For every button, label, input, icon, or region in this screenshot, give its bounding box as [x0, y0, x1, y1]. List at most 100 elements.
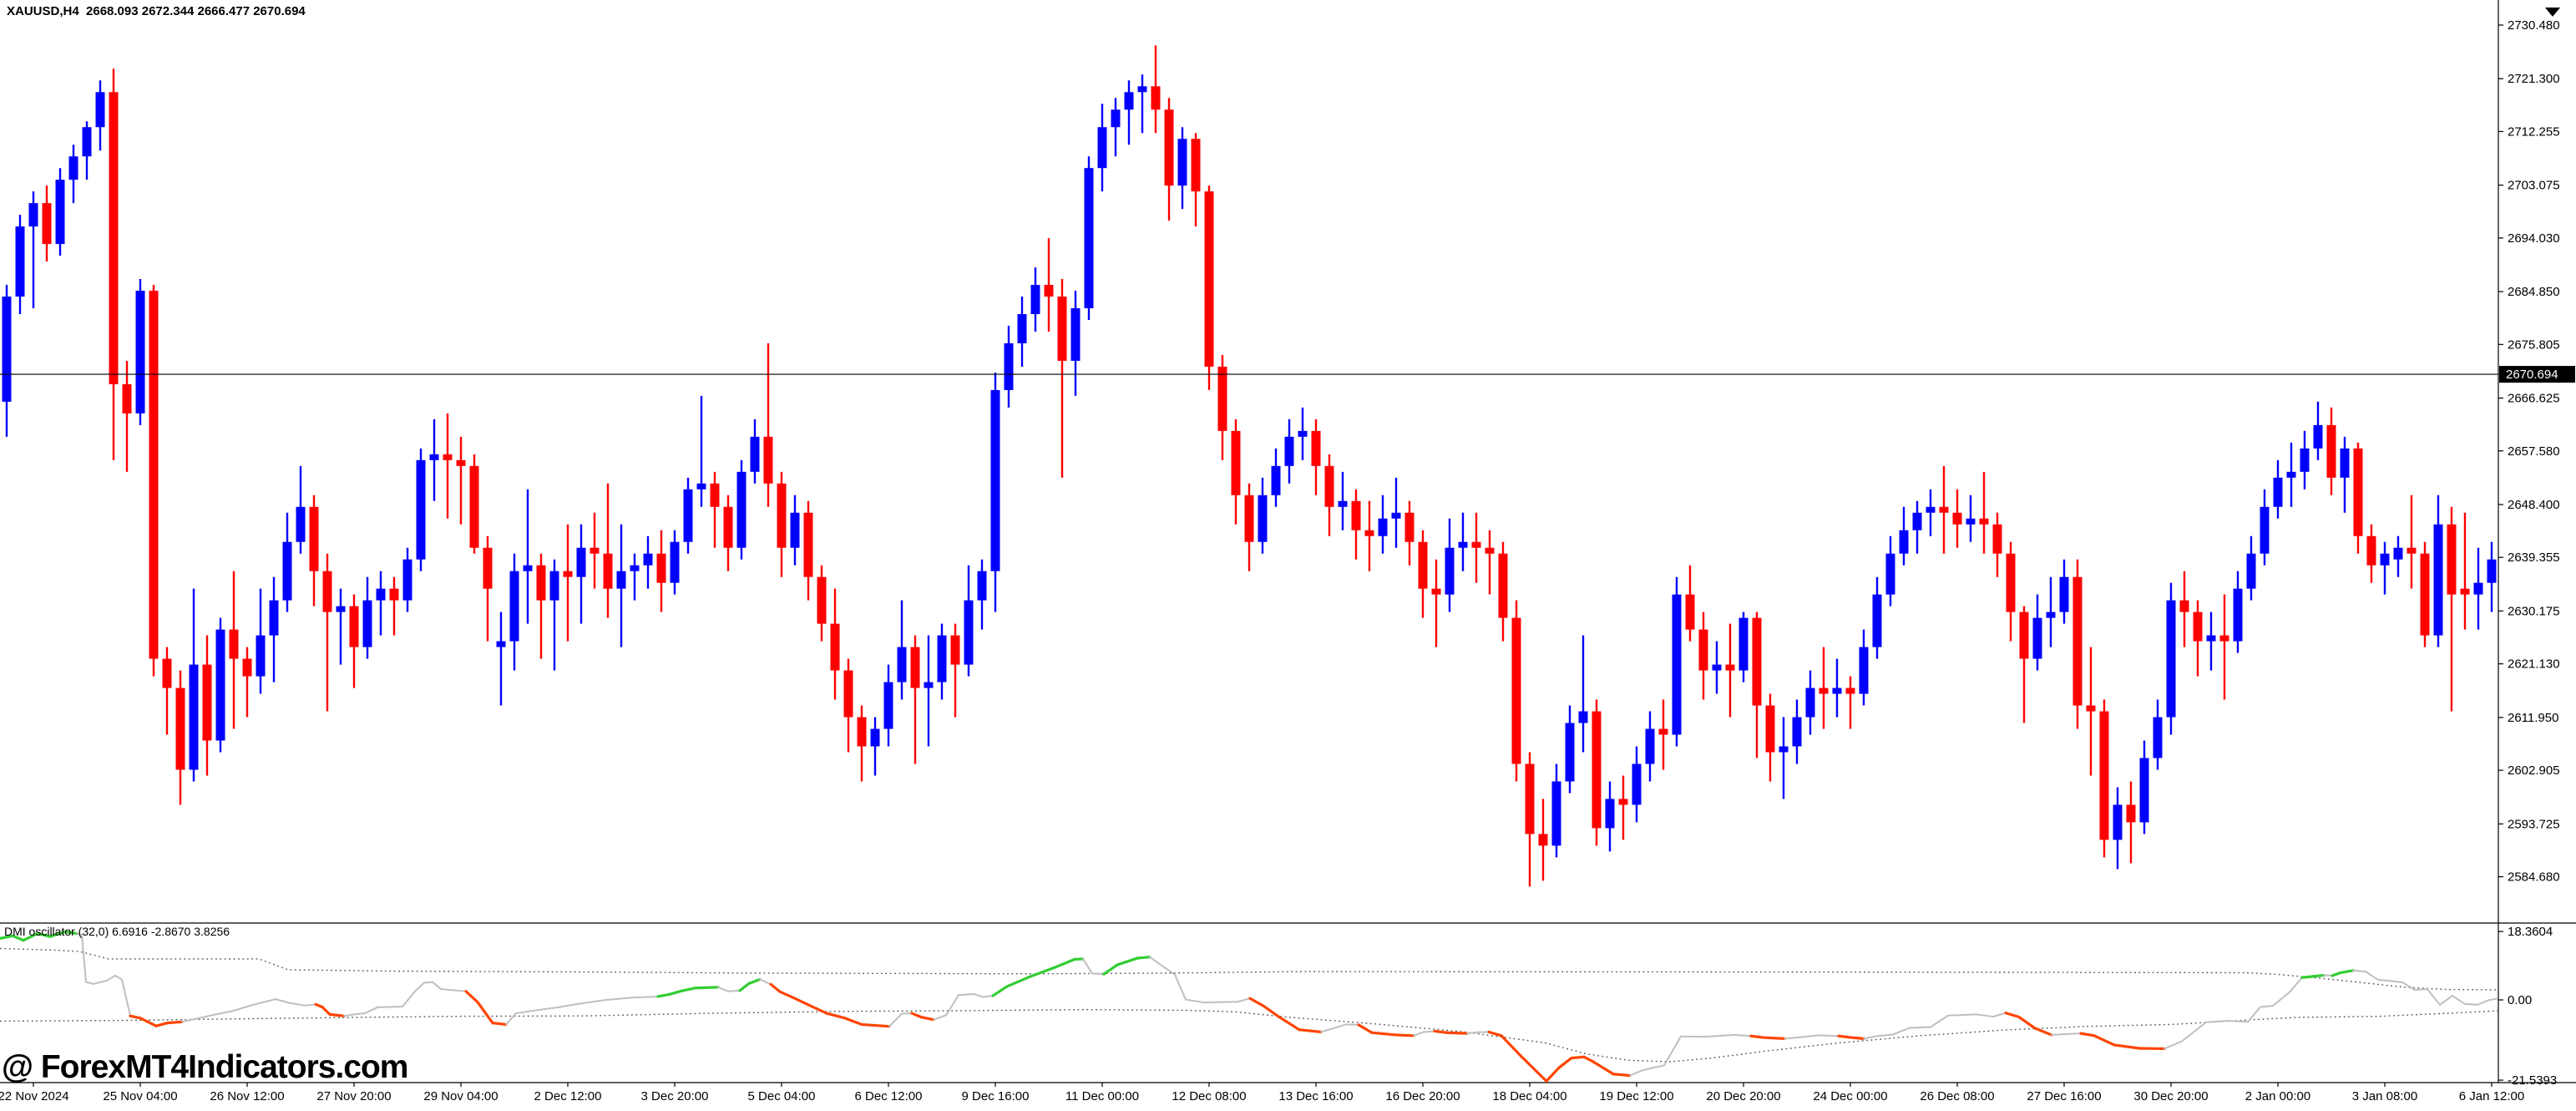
candle-body: [2139, 758, 2149, 823]
candle-body: [1966, 518, 1976, 525]
dmi-main-line-segment: [36, 932, 52, 938]
candle-body: [1164, 109, 1174, 186]
candle-body: [1030, 285, 1040, 315]
time-tick-label: 5 Dec 04:00: [748, 1089, 816, 1103]
candle-body: [296, 506, 306, 542]
time-tick-label: 30 Dec 20:00: [2133, 1089, 2208, 1103]
dmi-main-line-segment: [2377, 978, 2391, 982]
dmi-main-line-segment: [1520, 1055, 1548, 1083]
candle-body: [803, 512, 813, 577]
time-tick-label: 26 Dec 08:00: [1920, 1089, 1994, 1103]
dmi-main-line-segment: [759, 978, 772, 986]
price-tick-label: 2684.850: [2508, 285, 2560, 299]
price-tick-label: 2712.255: [2508, 124, 2560, 139]
candle-body: [309, 506, 319, 571]
dmi-main-line-segment: [2464, 1002, 2478, 1006]
time-tick-label: 27 Nov 20:00: [316, 1089, 391, 1103]
candle-body: [2433, 524, 2443, 636]
dmi-main-line-segment: [2311, 973, 2325, 978]
oscillator-axis[interactable]: 18.3604 0.00 -21.5393: [2498, 925, 2557, 1088]
dmi-main-line-segment: [1027, 966, 1055, 979]
dmi-main-line-segment: [2247, 1006, 2261, 1023]
dmi-main-line-segment: [577, 999, 607, 1005]
dmi-main-line-segment: [476, 1001, 494, 1025]
price-tick-label: 2630.175: [2508, 604, 2560, 618]
oscillator-tick-label: 0.00: [2508, 993, 2532, 1007]
dmi-main-line-segment: [1976, 1013, 1994, 1018]
dmi-main-line-segment: [254, 998, 276, 1006]
dmi-oscillator-panel[interactable]: [0, 930, 2499, 1083]
dmi-main-line-segment: [668, 989, 683, 996]
dmi-main-line-segment: [1278, 1015, 1301, 1032]
dmi-main-line-segment: [991, 985, 1009, 997]
dmi-main-line-segment: [190, 1014, 211, 1022]
candle-body: [2326, 424, 2336, 478]
candle-body: [1525, 763, 1535, 835]
candle-body: [55, 180, 65, 245]
oscillator-tick-label: 18.3604: [2508, 925, 2553, 939]
time-axis[interactable]: 22 Nov 2024 25 Nov 04:00 26 Nov 12:00 27 No…: [0, 1083, 2524, 1103]
dmi-main-line-segment: [0, 934, 14, 941]
candle-body: [1698, 629, 1708, 671]
price-tick-label: 2730.480: [2508, 18, 2560, 33]
candle-body: [68, 156, 78, 180]
dmi-main-line-segment: [2260, 1005, 2274, 1008]
candle-body: [750, 436, 760, 472]
candle-body: [2246, 553, 2256, 589]
dmi-main-line-segment: [1909, 1026, 1931, 1029]
candle-body: [336, 606, 346, 612]
price-axis[interactable]: 2730.480 2721.300 2712.255 2703.075 2694.030…: [2498, 18, 2560, 885]
candle-body: [256, 635, 266, 677]
dmi-main-line-segment: [2414, 988, 2428, 991]
price-tick-label: 2611.950: [2508, 711, 2558, 725]
candle-body: [1070, 308, 1081, 361]
candle-body: [977, 571, 987, 601]
candle-body: [1939, 506, 1949, 513]
candle-body: [616, 571, 626, 589]
candle-body: [456, 459, 466, 466]
chart-shift-marker-icon[interactable]: [2545, 8, 2560, 17]
candle-body: [1885, 553, 1895, 595]
candle-body: [2099, 711, 2109, 840]
candle-body: [1845, 687, 1855, 694]
dmi-main-line-segment: [63, 930, 78, 936]
candle-body: [149, 291, 159, 659]
candle-body: [1471, 541, 1481, 548]
dmi-main-line-segment: [304, 1003, 316, 1007]
current-price-tag: 2670.694: [2499, 366, 2575, 383]
candle-body: [656, 553, 666, 583]
candle-body: [843, 670, 853, 718]
time-tick-label: 18 Dec 04:00: [1492, 1089, 1566, 1103]
candle-body: [2059, 576, 2069, 612]
candle-body: [1458, 541, 1468, 548]
dmi-main-line-segment: [1136, 956, 1151, 960]
candle-body: [1538, 834, 1548, 846]
candle-body: [2206, 635, 2216, 642]
candle-body: [1779, 746, 1789, 753]
candle-body: [2473, 582, 2483, 595]
price-tick-label: 2694.030: [2508, 231, 2560, 246]
candle-body: [2487, 559, 2497, 583]
candle-body: [42, 203, 52, 245]
candle-body: [2019, 611, 2029, 659]
candle-body: [1859, 647, 1869, 694]
dmi-main-line-segment: [1116, 956, 1139, 966]
dmi-main-line-segment: [694, 986, 720, 990]
dmi-main-line-segment: [1413, 1031, 1425, 1037]
dmi-main-line-segment: [81, 933, 87, 983]
candle-body: [2460, 588, 2470, 595]
candle-body: [282, 541, 292, 601]
dmi-main-line-segment: [85, 981, 94, 985]
dmi-main-line-segment: [2427, 988, 2441, 1006]
candle-body: [1738, 617, 1749, 671]
time-tick-label: 29 Nov 04:00: [423, 1089, 498, 1103]
dmi-main-line-segment: [1262, 1004, 1281, 1019]
dmi-main-line-segment: [656, 992, 671, 998]
time-tick-label: 13 Dec 16:00: [1278, 1089, 1353, 1103]
dmi-main-line-segment: [727, 989, 741, 992]
dmi-main-line-segment: [860, 1022, 891, 1028]
candle-body: [509, 571, 519, 642]
dmi-main-line-segment: [290, 1002, 306, 1007]
dmi-main-line-segment: [982, 995, 994, 998]
